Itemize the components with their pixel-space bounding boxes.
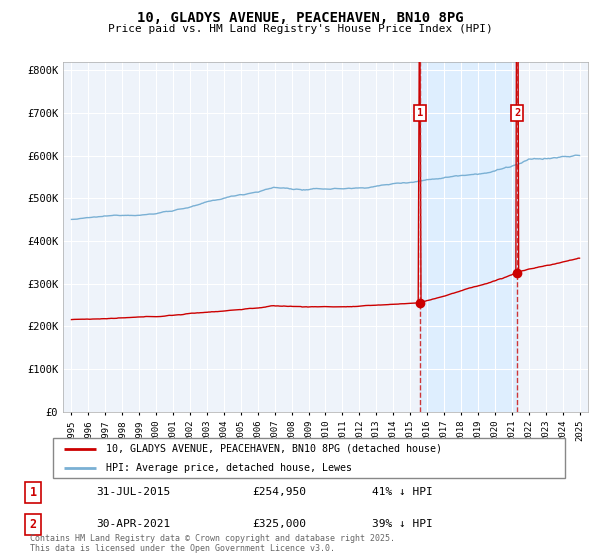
FancyBboxPatch shape: [53, 438, 565, 478]
Text: 30-APR-2021: 30-APR-2021: [96, 520, 170, 530]
Text: £325,000: £325,000: [252, 520, 306, 530]
Text: £254,950: £254,950: [252, 487, 306, 497]
Text: 1: 1: [29, 486, 37, 499]
Text: 41% ↓ HPI: 41% ↓ HPI: [372, 487, 433, 497]
Text: 31-JUL-2015: 31-JUL-2015: [96, 487, 170, 497]
Text: 2: 2: [514, 108, 521, 118]
Text: Price paid vs. HM Land Registry's House Price Index (HPI): Price paid vs. HM Land Registry's House …: [107, 24, 493, 34]
Bar: [420, 62, 517, 412]
Text: 2: 2: [29, 518, 37, 531]
Text: Contains HM Land Registry data © Crown copyright and database right 2025.
This d: Contains HM Land Registry data © Crown c…: [30, 534, 395, 553]
Text: 10, GLADYS AVENUE, PEACEHAVEN, BN10 8PG (detached house): 10, GLADYS AVENUE, PEACEHAVEN, BN10 8PG …: [106, 444, 442, 454]
Text: 1: 1: [417, 108, 423, 118]
Text: HPI: Average price, detached house, Lewes: HPI: Average price, detached house, Lewe…: [106, 463, 352, 473]
Text: 39% ↓ HPI: 39% ↓ HPI: [372, 520, 433, 530]
Text: 10, GLADYS AVENUE, PEACEHAVEN, BN10 8PG: 10, GLADYS AVENUE, PEACEHAVEN, BN10 8PG: [137, 11, 463, 25]
